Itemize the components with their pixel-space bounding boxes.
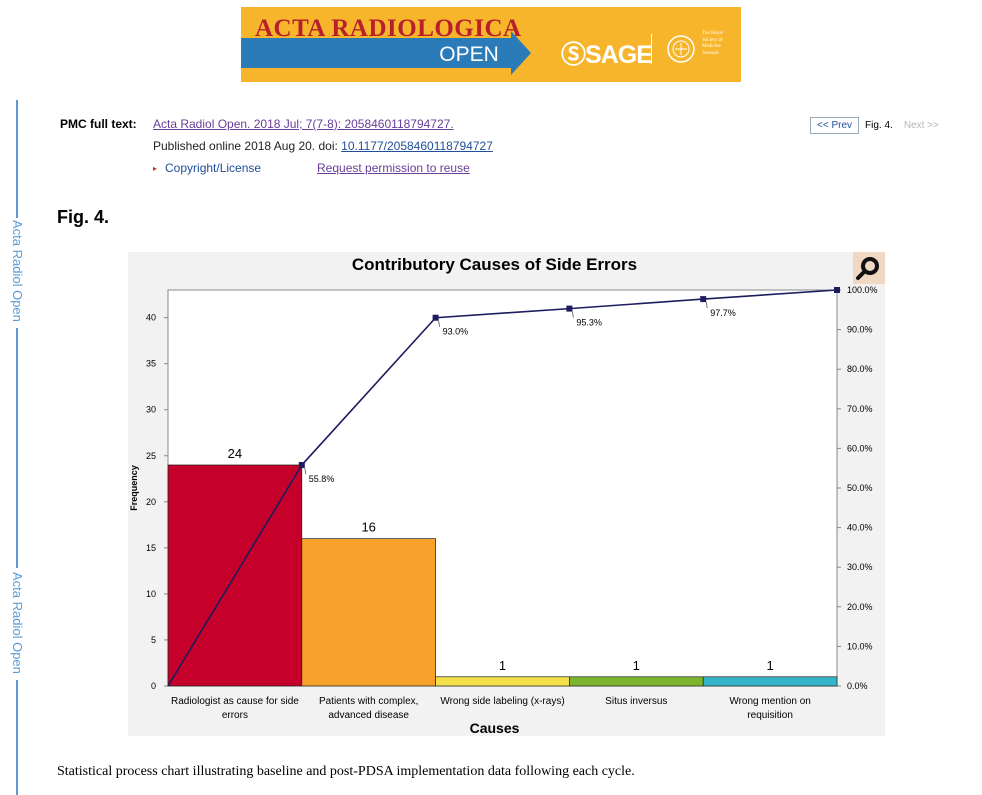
prev-button[interactable]: << Prev: [810, 117, 860, 134]
current-figure-label: Fig. 4.: [865, 120, 893, 131]
cumulative-point: [566, 305, 573, 312]
cumulative-line: [167, 289, 838, 687]
society-text: The Royal Society of Medicine Journals: [702, 31, 742, 57]
society-crest-icon: [667, 35, 695, 63]
society-line: Journals: [702, 50, 719, 56]
y-tick-label: 40: [146, 313, 156, 323]
x-tick-label: errors: [222, 710, 248, 721]
doi-link[interactable]: 10.1177/2058460118794727: [341, 139, 493, 153]
copyright-license-link[interactable]: Copyright/License: [165, 161, 262, 175]
x-tick-label: Wrong side labeling (x-rays): [440, 696, 564, 707]
cumulative-point: [298, 462, 305, 469]
x-tick-label: Patients with complex,: [319, 696, 419, 707]
open-label: OPEN: [439, 43, 499, 66]
y2-tick-label: 90.0%: [847, 325, 873, 335]
y2-tick-label: 40.0%: [847, 523, 873, 533]
journal-banner[interactable]: ACTA RADIOLOGICA OPEN ⓈSAGE The Royal So…: [241, 7, 741, 82]
y2-tick-label: 70.0%: [847, 404, 873, 414]
label-leader: [572, 311, 574, 318]
y2-tick-label: 0.0%: [847, 681, 868, 691]
next-button: Next >>: [903, 120, 939, 131]
cumulative-point: [834, 287, 840, 293]
side-rule: [16, 680, 18, 795]
x-tick-label: Radiologist as cause for side: [171, 696, 299, 707]
y2-tick-label: 10.0%: [847, 641, 873, 651]
bar-value-label: 1: [499, 658, 506, 673]
cumulative-label: 95.3%: [576, 318, 602, 328]
pmc-full-text-label: PMC full text:: [60, 117, 137, 131]
citation-link[interactable]: Acta Radiol Open. 2018 Jul; 7(7-8): 2058…: [153, 117, 454, 131]
banner-divider: [651, 34, 652, 64]
cumulative-label: 55.8%: [309, 474, 335, 484]
y-tick-label: 35: [146, 359, 156, 369]
open-arrow-icon: OPEN: [241, 31, 531, 75]
bar: [702, 676, 838, 687]
bar-value-label: 1: [766, 658, 773, 673]
y-tick-label: 0: [151, 681, 156, 691]
label-leader: [705, 302, 708, 309]
y-tick-label: 10: [146, 589, 156, 599]
label-leader: [438, 320, 440, 327]
society-line: Society of: [702, 37, 723, 43]
bar-value-label: 24: [228, 446, 242, 461]
side-rule: [16, 100, 18, 218]
y-tick-label: 20: [146, 497, 156, 507]
figure-caption: Statistical process chart illustrating b…: [57, 764, 635, 779]
journal-title: ACTA RADIOLOGICA: [255, 15, 522, 42]
request-permission-link[interactable]: Request permission to reuse: [317, 161, 470, 175]
y2-tick-label: 100.0%: [847, 285, 878, 295]
y2-tick-label: 20.0%: [847, 602, 873, 612]
publisher-name: SAGE: [585, 41, 653, 69]
request-permission-text[interactable]: Request permission to reuse: [317, 161, 470, 175]
y2-tick-label: 30.0%: [847, 562, 873, 572]
triangle-right-icon: ▸: [153, 164, 158, 173]
side-journal-label[interactable]: Acta Radiol Open: [10, 572, 25, 674]
sage-logo: ⓈSAGE: [561, 35, 653, 71]
y-tick-label: 25: [146, 451, 156, 461]
society-line: Medicine: [702, 44, 721, 49]
y2-tick-label: 60.0%: [847, 443, 873, 453]
sage-s-icon: Ⓢ: [561, 41, 586, 69]
bar: [435, 676, 570, 687]
bar-value-label: 16: [361, 520, 375, 535]
x-tick-label: Wrong mention on: [729, 696, 811, 707]
y-tick-label: 30: [146, 405, 156, 415]
chart-title: Contributory Causes of Side Errors: [352, 255, 637, 274]
bar: [569, 676, 704, 687]
side-rule: [16, 328, 18, 568]
side-journal-label[interactable]: Acta Radiol Open: [10, 220, 25, 322]
y2-tick-label: 80.0%: [847, 364, 873, 374]
cumulative-point: [432, 314, 439, 321]
license-line: ▸ Copyright/License: [153, 161, 261, 175]
x-tick-label: requisition: [747, 710, 793, 721]
cumulative-point: [700, 296, 707, 303]
bar-value-label: 1: [633, 658, 640, 673]
y-axis-label: Frequency: [129, 465, 139, 511]
published-text: Published online 2018 Aug 20. doi:: [153, 139, 342, 153]
citation-line: Acta Radiol Open. 2018 Jul; 7(7-8): 2058…: [153, 117, 454, 131]
zoom-button[interactable]: [853, 252, 885, 284]
published-line: Published online 2018 Aug 20. doi: 10.11…: [153, 139, 493, 153]
y-tick-label: 15: [146, 543, 156, 553]
figure-label: Fig. 4.: [57, 207, 110, 227]
label-leader: [304, 467, 307, 475]
society-line: The Royal: [702, 31, 723, 36]
bar: [301, 538, 436, 687]
magnifier-icon: [856, 257, 879, 280]
x-axis-label: Causes: [470, 720, 520, 736]
x-tick-label: advanced disease: [328, 710, 409, 721]
cumulative-label: 93.0%: [443, 327, 469, 337]
cumulative-label: 97.7%: [710, 308, 736, 318]
y-tick-label: 5: [151, 635, 156, 645]
figure-pager: << Prev Fig. 4. Next >>: [810, 117, 939, 134]
x-tick-label: Situs inversus: [605, 696, 667, 707]
y2-tick-label: 50.0%: [847, 483, 873, 493]
